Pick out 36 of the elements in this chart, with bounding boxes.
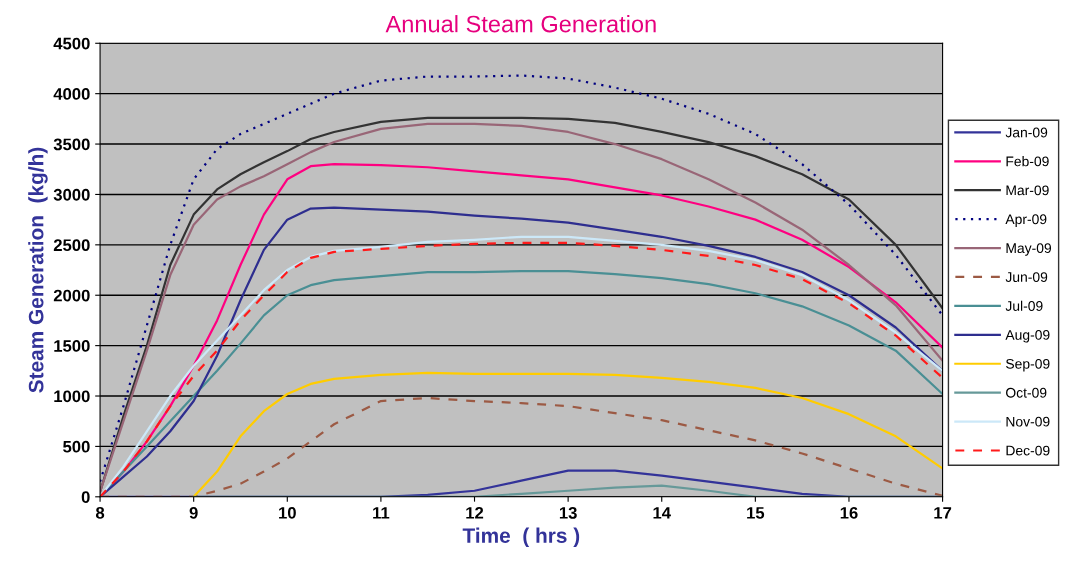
x-tick-label: 14 xyxy=(653,507,671,519)
x-tick-label: 16 xyxy=(840,506,858,519)
y-tick-label: 1500 xyxy=(54,340,90,352)
y-tick-label: 500 xyxy=(63,440,90,453)
legend-label: Aug-09 xyxy=(1005,329,1050,343)
legend-label: Jan-09 xyxy=(1005,127,1048,138)
legend-label: Oct-09 xyxy=(1006,387,1047,398)
y-axis-title: Steam Generation (kg/h) xyxy=(28,147,48,393)
x-tick-label: 9 xyxy=(189,506,198,519)
y-tick-label: 0 xyxy=(81,491,90,503)
y-tick-label: 3000 xyxy=(53,188,90,201)
chart-title: Annual Steam Generation xyxy=(385,15,656,33)
x-tick-label: 10 xyxy=(279,506,296,519)
x-tick-label: 13 xyxy=(559,506,577,519)
line-series xyxy=(192,371,943,497)
legend-label: Feb-09 xyxy=(1006,156,1049,167)
legend-label: Sep-09 xyxy=(1006,358,1050,372)
y-tick-label: 3500 xyxy=(53,138,90,151)
legend-label: Jul-09 xyxy=(1005,300,1043,311)
x-axis-title: Time ( hrs ) xyxy=(462,527,580,548)
y-tick-label: 2500 xyxy=(53,239,90,252)
legend-label: Dec-09 xyxy=(1006,445,1050,456)
y-tick-label: 4500 xyxy=(53,37,90,50)
x-tick-label: 12 xyxy=(466,506,484,519)
y-tick-label: 4000 xyxy=(53,88,90,100)
legend-label: Mar-09 xyxy=(1006,185,1049,196)
x-tick-label: 11 xyxy=(373,507,390,519)
legend-label: Apr-09 xyxy=(1005,214,1047,227)
y-tick-label: 1000 xyxy=(54,390,90,403)
legend-label: Jun-09 xyxy=(1005,272,1048,282)
x-tick-label: 17 xyxy=(934,507,952,519)
x-tick-label: 15 xyxy=(747,507,765,519)
legend-label: Nov-09 xyxy=(1006,416,1050,427)
legend-label: May-09 xyxy=(1006,243,1052,256)
y-tick-label: 2000 xyxy=(53,289,90,302)
x-tick-label: 8 xyxy=(95,506,105,519)
